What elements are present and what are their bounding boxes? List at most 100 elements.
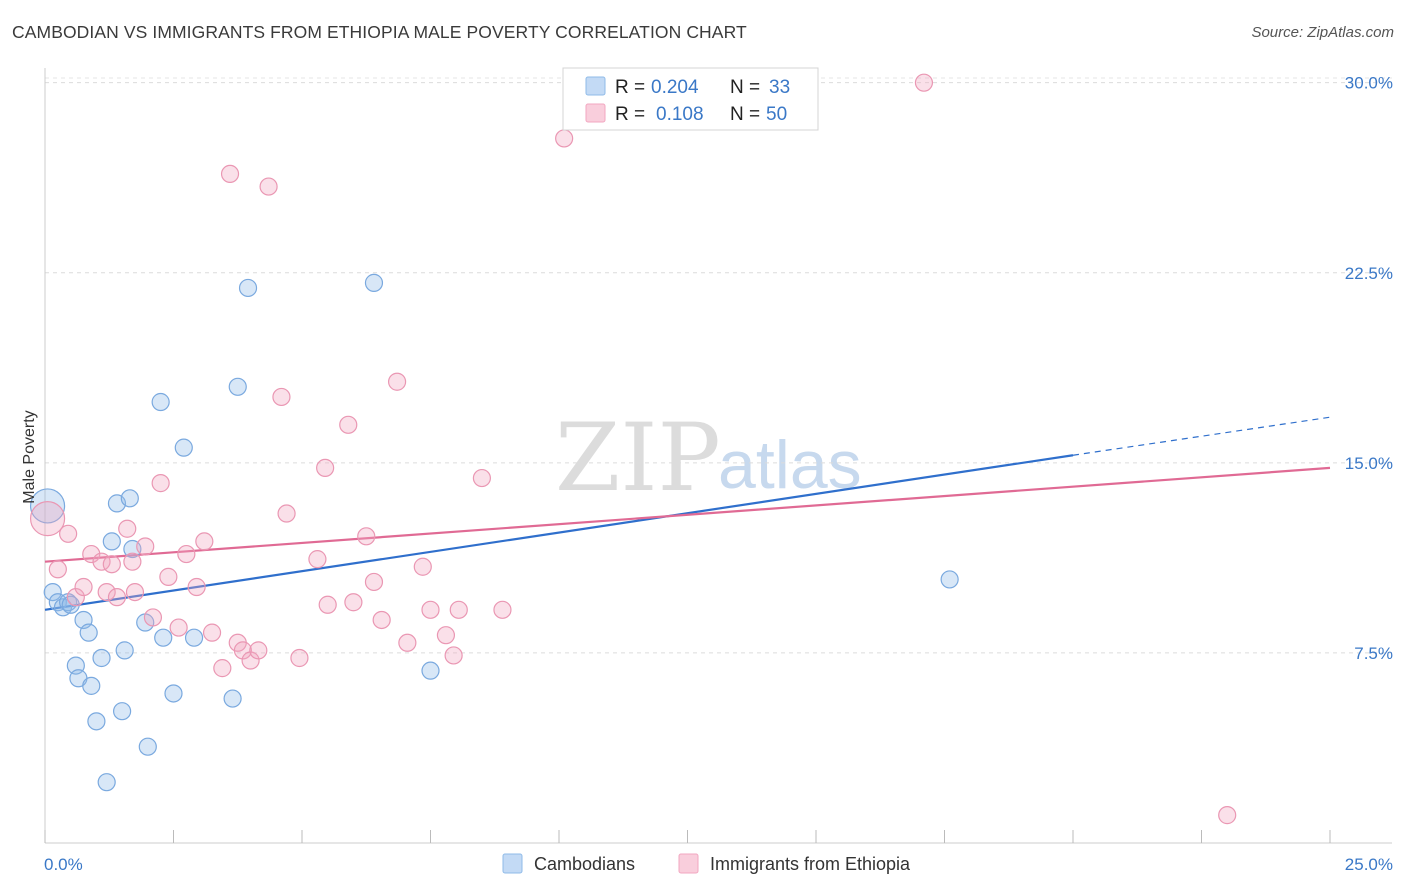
ethiopia-point (123, 552, 142, 571)
ethiopia-point (48, 560, 67, 579)
ethiopia-point (364, 572, 384, 592)
ethiopia-point (151, 474, 170, 493)
ethiopia-point (421, 600, 440, 619)
ethiopia-point (555, 129, 574, 148)
cambodian-point (138, 737, 157, 756)
ethiopia-point (372, 610, 391, 630)
chart-title: CAMBODIAN VS IMMIGRANTS FROM ETHIOPIA MA… (12, 22, 747, 42)
y-tick-label: 22.5% (1345, 264, 1393, 283)
cambodian-point (238, 278, 258, 298)
ethiopia-point (213, 659, 232, 678)
legend-bottom-swatch-ethiopia (678, 853, 699, 874)
ethiopia-point (308, 550, 327, 569)
cambodian-point (174, 438, 193, 457)
ethiopia-point (220, 164, 240, 184)
gridlines (45, 77, 1392, 654)
cambodian-point (102, 532, 121, 551)
cambodian-point (29, 488, 66, 524)
cambodian-point (120, 489, 139, 508)
ethiopia-point (344, 593, 363, 612)
legend-n-value-2: 50 (766, 104, 787, 125)
ethiopia-point (259, 177, 278, 196)
ethiopia-point (74, 577, 93, 597)
cambodian-point (364, 273, 384, 292)
cambodian-point (97, 773, 116, 792)
ethiopia-point (143, 608, 163, 627)
cambodian-point (151, 392, 170, 412)
x-tick-label-min: 0.0% (44, 855, 83, 874)
ethiopia-point (914, 73, 934, 92)
ethiopia-point (66, 588, 85, 607)
legend-top: R = 0.204 N = 33 R = 0.108 N = 50 (562, 67, 819, 131)
legend-r-value-2: 0.108 (656, 104, 704, 125)
cambodian-point (184, 628, 204, 647)
cambodian-point (92, 648, 111, 668)
legend-bottom-label-cambodians: Cambodians (534, 854, 635, 874)
ethiopia-point (398, 633, 417, 652)
ethiopia-point (277, 504, 296, 523)
legend-n-value-1: 33 (769, 77, 790, 98)
y-tick-label: 15.0% (1345, 454, 1393, 473)
y-tick-label: 7.5% (1354, 644, 1393, 663)
ethiopia-point (59, 524, 78, 543)
cambodian-point (79, 623, 98, 642)
legend-r-label-1: R = (615, 77, 645, 98)
ethiopia-point (1218, 806, 1237, 825)
ethiopia-point (472, 468, 491, 488)
legend-swatch-blue (585, 76, 606, 96)
ethiopia-point (316, 458, 335, 478)
trendlines (44, 416, 1331, 611)
ethiopia-point (177, 544, 196, 564)
cambodian-trendline-projection (1072, 416, 1331, 456)
ethiopia-point (249, 641, 268, 660)
ethiopia-point (202, 623, 222, 642)
ethiopia-point (290, 648, 309, 668)
cambodian-trendline (44, 454, 1074, 611)
cambodian-point (940, 570, 959, 589)
y-tick-label: 30.0% (1345, 74, 1393, 93)
ethiopia-point (29, 500, 66, 537)
ethiopia-point (107, 588, 127, 607)
data-points (29, 73, 1237, 825)
y-axis-label: Male Poverty (21, 410, 38, 503)
cambodian-point (43, 582, 62, 602)
legend-r-value-1: 0.204 (651, 77, 699, 98)
x-tick-label-max: 25.0% (1345, 855, 1393, 874)
ethiopia-point (102, 555, 121, 574)
ethiopia-point (125, 582, 145, 602)
ethiopia-point (318, 595, 337, 614)
ethiopia-point (272, 387, 291, 407)
ethiopia-point (97, 582, 116, 602)
watermark-atlas: atlas (718, 427, 862, 503)
ethiopia-point (195, 532, 214, 551)
source-label: Source: ZipAtlas.com (1251, 24, 1394, 41)
cambodian-point (421, 661, 440, 680)
ethiopia-point (387, 372, 407, 391)
ethiopia-point (136, 537, 155, 556)
legend-n-label-2: N = (730, 104, 760, 125)
ethiopia-point (82, 544, 101, 564)
ethiopia-point (339, 415, 358, 434)
cambodian-point (228, 377, 247, 396)
ethiopia-point (413, 557, 432, 576)
ethiopia-point (187, 577, 206, 597)
legend-r-label-2: R = (615, 104, 645, 125)
ethiopia-point (241, 651, 260, 670)
cambodian-point (87, 712, 106, 731)
cambodian-point (164, 684, 183, 703)
ethiopia-point (169, 618, 188, 637)
legend-swatch-pink (585, 103, 606, 123)
legend-bottom: Cambodians Immigrants from Ethiopia (502, 853, 911, 874)
ethiopia-point (159, 567, 178, 586)
legend-bottom-swatch-cambodians (502, 853, 523, 874)
cambodian-point (112, 702, 132, 721)
cambodian-point (115, 641, 134, 660)
ethiopia-point (493, 600, 512, 619)
ethiopia-point (357, 527, 376, 546)
ethiopia-point (436, 626, 456, 645)
cambodian-point (82, 676, 101, 695)
watermark-zip: ZIP (555, 404, 721, 513)
tick-labels: 7.5% 15.0% 22.5% 30.0% 0.0% 25.0% (44, 74, 1393, 874)
cambodian-point (223, 689, 242, 708)
